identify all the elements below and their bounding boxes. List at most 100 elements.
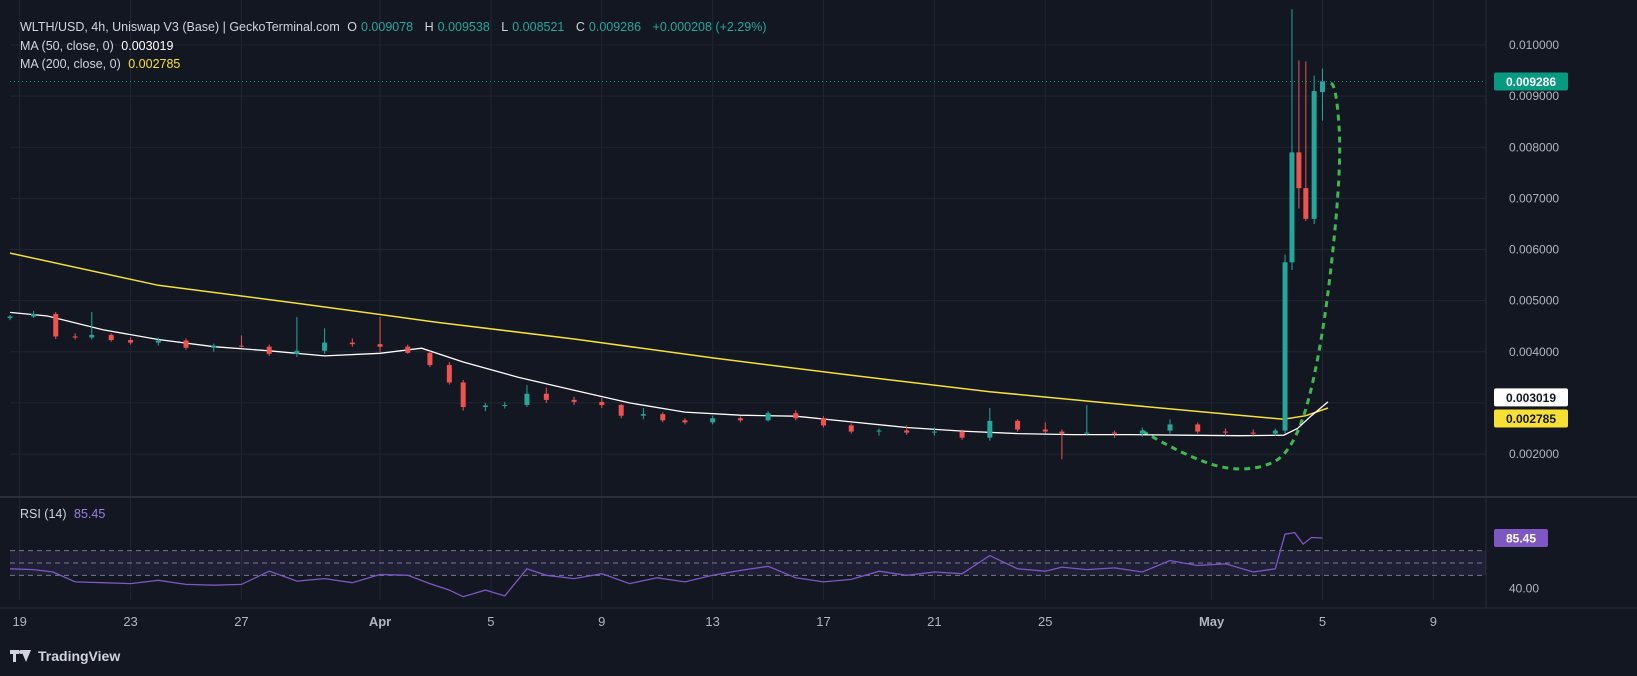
candle-body-7 [155, 340, 161, 343]
candle-body-28 [660, 414, 666, 421]
price-tags: 0.009286 0.003019 0.002785 85.45 [1494, 72, 1568, 547]
candle-body-4 [89, 334, 95, 338]
candle-body-47 [1167, 424, 1173, 431]
candle-body-23 [543, 393, 549, 400]
ma200-tag-box [1494, 409, 1568, 428]
candle-body-19 [460, 382, 466, 408]
candle-body-37 [904, 430, 910, 433]
candle-body-21 [502, 404, 508, 406]
candle-body-2 [53, 313, 59, 337]
symbol-legend: WLTH/USD, 4h, Uniswap V3 (Base) | GeckoT… [20, 20, 771, 34]
candle-body-54 [1296, 152, 1302, 189]
price-tick-label-0: 0.002000 [1509, 447, 1559, 461]
ma200-value: 0.002785 [128, 57, 181, 71]
time-tick-label-11: 5 [1319, 614, 1326, 629]
time-tick-label-4: 5 [487, 614, 494, 629]
time-tick-label-9: 25 [1038, 614, 1052, 629]
tradingview-brand[interactable]: TradingView [10, 648, 120, 664]
time-tick-label-8: 21 [927, 614, 941, 629]
time-tick-label-6: 13 [705, 614, 719, 629]
candle-body-1 [31, 313, 37, 317]
candle-body-0 [7, 316, 13, 319]
candle-body-42 [1042, 429, 1048, 432]
grid [0, 0, 1637, 609]
symbol-line: WLTH/USD, 4h, Uniswap V3 (Base) | GeckoT… [20, 20, 340, 34]
rsi-line [9, 531, 1323, 598]
candle-body-52 [1282, 262, 1288, 431]
candle-body-26 [618, 404, 624, 416]
ohlc-high: H 0.009538 [424, 20, 490, 34]
time-tick-label-1: 23 [123, 614, 137, 629]
ma50-tag-text: 0.003019 [1506, 391, 1556, 405]
price-tick-label-6: 0.008000 [1509, 140, 1559, 154]
candle-body-20 [482, 405, 488, 408]
annotation-curve [1141, 79, 1342, 471]
ohlc-low: L 0.008521 [501, 20, 565, 34]
candle-body-35 [848, 425, 854, 432]
price-tick-label-2: 0.004000 [1509, 345, 1559, 359]
candle-body-43 [1059, 431, 1065, 434]
ma50-tag-box [1494, 388, 1568, 407]
candle-body-33 [793, 413, 799, 419]
candle-body-11 [266, 346, 272, 354]
rsi-label: RSI (14) [20, 507, 67, 521]
candle-body-18 [446, 365, 452, 383]
ma50-value: 0.003019 [121, 39, 174, 53]
candle-body-48 [1195, 424, 1201, 432]
candle-body-17 [427, 352, 433, 366]
rsi-level-label: 40.00 [1509, 581, 1539, 595]
candle-body-57 [1319, 81, 1325, 93]
ohlc-change: +0.000208 (+2.29%) [652, 20, 767, 34]
ma50-line [9, 311, 1329, 437]
candle-body-55 [1303, 188, 1309, 219]
candle-body-8 [183, 340, 189, 348]
rsi-tag-box [1494, 528, 1548, 547]
candle-body-3 [72, 336, 78, 338]
price-tick-label-3: 0.005000 [1509, 294, 1559, 308]
ma200-label: MA (200, close, 0) [20, 57, 121, 71]
candle-body-14 [349, 342, 355, 345]
ohlc-close: C 0.009286 [575, 20, 642, 34]
price-tick-label-5: 0.007000 [1509, 191, 1559, 205]
candle-body-5 [108, 334, 114, 341]
candle-body-50 [1250, 432, 1256, 434]
candle-body-27 [640, 414, 646, 416]
ma200-legend[interactable]: MA (200, close, 0) 0.002785 [20, 57, 184, 71]
ma50-label: MA (50, close, 0) [20, 39, 114, 53]
tradingview-logo-icon [10, 650, 32, 662]
candle-body-30 [710, 418, 716, 423]
candle-body-39 [959, 431, 965, 438]
candle-body-22 [524, 393, 530, 405]
time-tick-label-12: 9 [1430, 614, 1437, 629]
brand-label: TradingView [38, 648, 121, 664]
candle-body-9 [211, 345, 217, 348]
rsi-value: 85.45 [74, 507, 106, 521]
time-tick-label-0: 19 [12, 614, 26, 629]
candle-body-31 [737, 418, 743, 421]
candle-body-51 [1272, 430, 1278, 434]
last-price-tag-box [1494, 72, 1568, 91]
candle-body-34 [821, 418, 827, 426]
candle-body-53 [1289, 152, 1295, 263]
axes: 0.002000 0.004000 0.005000 0.006000 0.007000… [12, 38, 1559, 629]
ma50-legend[interactable]: MA (50, close, 0) 0.003019 [20, 39, 177, 53]
candle-body-49 [1222, 431, 1228, 433]
candle-body-56 [1311, 91, 1317, 219]
rsi-panel [9, 531, 1486, 598]
rsi-legend[interactable]: RSI (14) 85.45 [20, 507, 109, 521]
candle-body-36 [876, 430, 882, 432]
candle-body-6 [128, 340, 134, 343]
candle-body-44 [1084, 432, 1090, 434]
candle-body-12 [294, 350, 300, 354]
ma50-path [9, 311, 1329, 437]
price-tick-label-4: 0.006000 [1509, 243, 1559, 257]
candle-body-32 [765, 413, 771, 421]
price-tick-label-7: 0.009000 [1509, 89, 1559, 103]
candle-body-45 [1112, 432, 1118, 434]
candle-body-24 [571, 399, 577, 402]
candle-body-15 [377, 344, 383, 347]
time-tick-label-3: Apr [369, 614, 391, 629]
candle-body-38 [931, 431, 937, 433]
ma200-tag-text: 0.002785 [1506, 412, 1556, 426]
